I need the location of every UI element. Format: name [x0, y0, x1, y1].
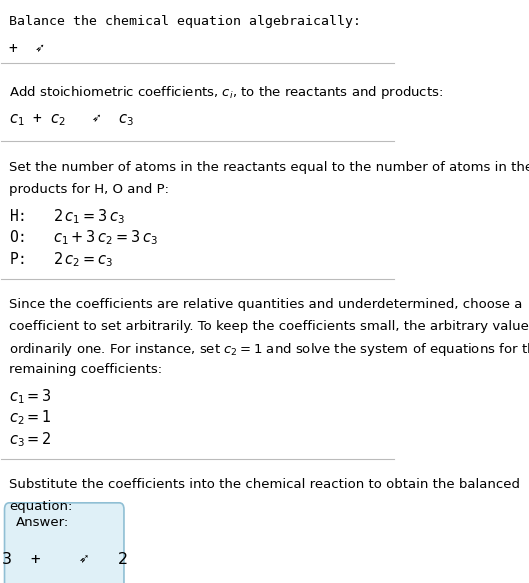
Text: Since the coefficients are relative quantities and underdetermined, choose a: Since the coefficients are relative quan… — [9, 298, 523, 311]
Text: $c_3 = 2$: $c_3 = 2$ — [9, 430, 52, 449]
Text: products for H, O and P:: products for H, O and P: — [9, 183, 169, 196]
Text: O:   $c_1 + 3\,c_2 = 3\,c_3$: O: $c_1 + 3\,c_2 = 3\,c_3$ — [9, 229, 158, 247]
Text: P:   $2\,c_2 = c_3$: P: $2\,c_2 = c_3$ — [9, 251, 114, 269]
Text: Balance the chemical equation algebraically:: Balance the chemical equation algebraica… — [9, 15, 361, 28]
Text: equation:: equation: — [9, 500, 72, 512]
Text: $c_1$ + $c_2$   ➶  $c_3$: $c_1$ + $c_2$ ➶ $c_3$ — [9, 113, 134, 128]
Text: Add stoichiometric coefficients, $c_i$, to the reactants and products:: Add stoichiometric coefficients, $c_i$, … — [9, 84, 443, 101]
Text: remaining coefficients:: remaining coefficients: — [9, 363, 162, 376]
Text: ordinarily one. For instance, set $c_2 = 1$ and solve the system of equations fo: ordinarily one. For instance, set $c_2 =… — [9, 341, 529, 359]
Text: $3$  +    ➶   $2$: $3$ + ➶ $2$ — [1, 552, 127, 567]
Text: H:   $2\,c_1 = 3\,c_3$: H: $2\,c_1 = 3\,c_3$ — [9, 207, 125, 226]
FancyBboxPatch shape — [5, 503, 124, 583]
Text: coefficient to set arbitrarily. To keep the coefficients small, the arbitrary va: coefficient to set arbitrarily. To keep … — [9, 319, 529, 332]
Text: $c_1 = 3$: $c_1 = 3$ — [9, 387, 52, 406]
Text: $c_2 = 1$: $c_2 = 1$ — [9, 409, 52, 427]
Text: Set the number of atoms in the reactants equal to the number of atoms in the: Set the number of atoms in the reactants… — [9, 161, 529, 174]
Text: +  ➶: + ➶ — [9, 41, 44, 55]
Text: Substitute the coefficients into the chemical reaction to obtain the balanced: Substitute the coefficients into the che… — [9, 478, 520, 491]
Text: Answer:: Answer: — [16, 516, 70, 529]
